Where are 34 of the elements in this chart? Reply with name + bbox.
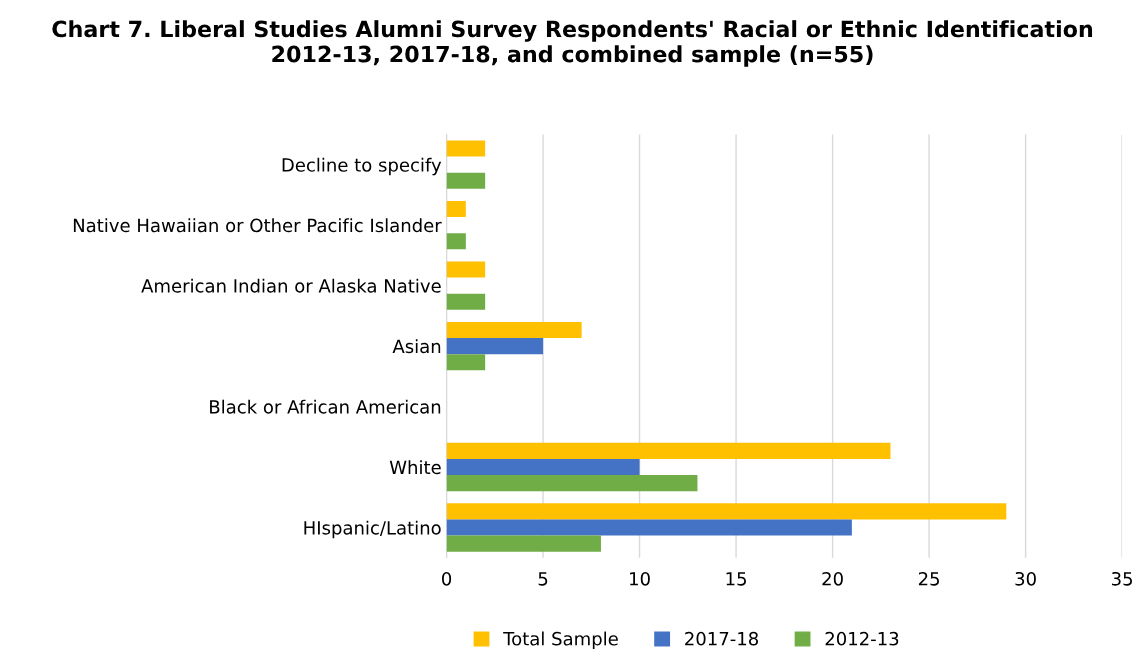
bar xyxy=(446,475,698,492)
bar xyxy=(446,503,1007,520)
y-tick-label: American Indian or Alaska Native xyxy=(141,278,441,293)
x-tick-label: 10 xyxy=(630,571,650,586)
x-tick-label: 15 xyxy=(726,572,746,586)
bar xyxy=(446,442,891,459)
bar xyxy=(446,200,466,218)
x-tick-label: 5 xyxy=(538,572,548,586)
y-tick-label: HIspanic/Latino xyxy=(304,520,441,539)
bar xyxy=(446,338,544,355)
x-tick-label: 20 xyxy=(822,571,843,586)
legend-label: 2012-13 xyxy=(825,631,899,646)
legend-label: Total Sample xyxy=(503,631,618,650)
bar xyxy=(446,140,486,157)
x-tick-label: 35 xyxy=(1111,571,1133,586)
bar xyxy=(446,261,486,278)
bar xyxy=(446,458,640,476)
y-tick-label: Black or African American xyxy=(210,399,441,414)
bar xyxy=(446,354,486,371)
bar xyxy=(446,321,582,339)
bar xyxy=(446,172,486,189)
legend-label: 2017-18 xyxy=(685,631,759,646)
y-tick-label: White xyxy=(389,460,441,475)
y-tick-label: Decline to specify xyxy=(282,157,442,176)
x-tick-label: 30 xyxy=(1015,571,1036,586)
bar xyxy=(446,519,852,536)
bar xyxy=(446,535,601,552)
y-tick-label: Asian xyxy=(392,339,441,354)
bar xyxy=(446,293,486,310)
chart-title: Chart 7. Liberal Studies Alumni Survey Respondents' Racial or Ethnic Identification 2012-13, 2017-18, and combined sample (n=55) xyxy=(52,20,1093,67)
x-tick-label: 0 xyxy=(442,571,452,586)
y-tick-label: Native Hawaiian or Other Pacific Islander xyxy=(73,218,442,233)
x-tick-label: 25 xyxy=(918,571,939,586)
bar xyxy=(446,233,466,250)
